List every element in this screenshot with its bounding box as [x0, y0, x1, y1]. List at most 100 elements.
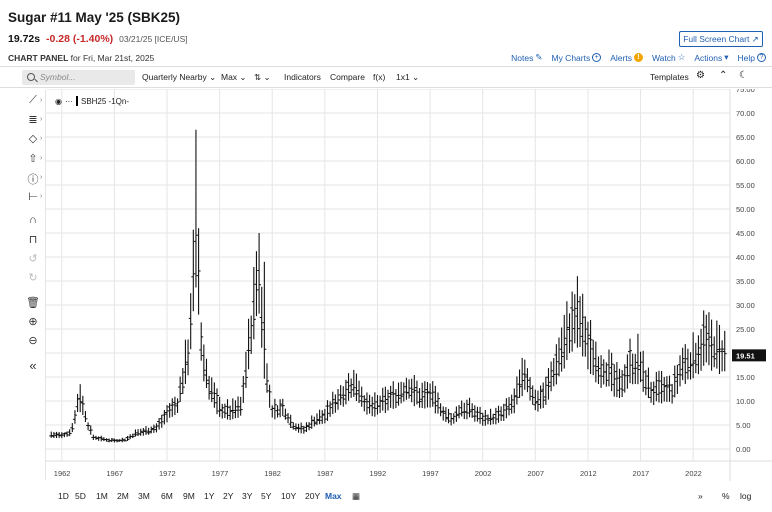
last-price: 19.72s: [8, 33, 41, 45]
percent-toggle[interactable]: %: [722, 491, 730, 501]
x-tick-label: 2017: [633, 469, 650, 478]
range-9m[interactable]: 9M: [183, 491, 195, 501]
bar-type-dropdown[interactable]: ⇅ ⌄: [254, 72, 271, 82]
actions-menu[interactable]: Actions ▾: [694, 52, 728, 63]
alerts-label: Alerts: [610, 52, 632, 63]
aggregation-dropdown[interactable]: Quarterly Nearby ⌄: [142, 72, 217, 82]
quote-meta: 03/21/25 [ICE/US]: [119, 34, 188, 44]
quote-line: 19.72s -0.28 (-1.40%) 03/21/25 [ICE/US]: [8, 33, 188, 45]
range-5y[interactable]: 5Y: [261, 491, 272, 501]
x-tick-label: 1967: [106, 469, 123, 478]
zoom-out-icon[interactable]: ⊖: [28, 335, 38, 347]
help-label: Help: [737, 52, 755, 63]
log-toggle[interactable]: log: [740, 491, 752, 501]
expand-arrow-icon[interactable]: ›: [40, 97, 43, 104]
chart-legend: ◉ ··· SBH25 -1Qn-: [55, 96, 129, 106]
magnet-icon[interactable]: ∩: [29, 214, 37, 226]
range-3m[interactable]: 3M: [138, 491, 150, 501]
y-tick-label: 70.00: [736, 109, 755, 118]
undo-icon[interactable]: ↺: [28, 253, 38, 265]
settings-gear-icon[interactable]: ⚙: [696, 70, 705, 81]
y-tick-label: 55.00: [736, 181, 755, 190]
expand-arrow-icon[interactable]: ›: [40, 116, 43, 123]
expand-arrow-icon[interactable]: ›: [40, 135, 43, 142]
alert-icon: !: [633, 53, 643, 62]
y-tick-label: 65.00: [736, 133, 755, 142]
drawing-tools-sidebar: ⟋ › ≣ › ◇ › ⇧ › ⓘ › ⊢ › ∩ ⊓ ↺ ↻ 🗑 ⊕ ⊖ «: [0, 90, 46, 480]
lock-icon[interactable]: ⊓: [28, 234, 38, 246]
trash-icon[interactable]: 🗑: [26, 297, 40, 309]
expand-arrow-icon[interactable]: ›: [40, 193, 43, 200]
panel-label-bold: CHART PANEL: [8, 53, 69, 63]
expand-arrow-icon[interactable]: ›: [40, 174, 43, 181]
x-tick-label: 1992: [369, 469, 386, 478]
instrument-title: Sugar #11 May '25 (SBK25): [8, 10, 181, 25]
range-max[interactable]: Max: [325, 491, 342, 501]
x-tick-label: 1972: [159, 469, 176, 478]
arrow-up-icon[interactable]: ⇧: [28, 153, 38, 165]
watch-link[interactable]: Watch ☆: [652, 52, 685, 63]
compare-button[interactable]: Compare: [330, 72, 365, 82]
layout-dropdown[interactable]: 1x1 ⌄: [396, 72, 420, 82]
range-5d[interactable]: 5D: [75, 491, 86, 501]
y-tick-label: 0.00: [736, 445, 751, 454]
series-swatch: [75, 96, 78, 106]
my-charts-label: My Charts: [551, 52, 591, 63]
range-1y[interactable]: 1Y: [204, 491, 215, 501]
zoom-in-icon[interactable]: ⊕: [28, 316, 38, 328]
edit-icon: ✎: [535, 52, 543, 62]
range-2m[interactable]: 2M: [117, 491, 129, 501]
chevron-double-down-icon[interactable]: »: [698, 491, 703, 501]
y-tick-label: 15.00: [736, 373, 755, 382]
x-tick-label: 1987: [317, 469, 334, 478]
full-screen-chart-button[interactable]: Full Screen Chart ↗: [679, 31, 763, 47]
theme-toggle-icon[interactable]: ☾: [739, 70, 748, 81]
help-link[interactable]: Help?: [738, 52, 766, 63]
range-10y[interactable]: 10Y: [281, 491, 297, 501]
collapse-up-icon[interactable]: ⌃: [719, 70, 728, 81]
calendar-icon[interactable]: ▦: [352, 491, 361, 501]
range-20y[interactable]: 20Y: [305, 491, 321, 501]
y-tick-label: 5.00: [736, 421, 751, 430]
draw-line-icon[interactable]: ⟋: [29, 94, 37, 106]
legend-menu-icon[interactable]: ···: [64, 96, 73, 106]
x-tick-label: 1977: [212, 469, 229, 478]
actions-label: Actions: [694, 52, 723, 63]
alerts-link[interactable]: Alerts!: [610, 52, 643, 63]
price-chart[interactable]: 0.005.0010.0015.0020.0025.0030.0035.0040…: [46, 89, 772, 483]
last-price-tag: [732, 349, 766, 362]
info-icon[interactable]: ⓘ: [27, 174, 39, 186]
range-1d[interactable]: 1D: [58, 491, 69, 501]
collapse-icon[interactable]: «: [29, 358, 37, 373]
chart-panel-label: CHART PANEL for Fri, Mar 21st, 2025: [8, 53, 154, 63]
x-tick-label: 2012: [580, 469, 597, 478]
indicators-button[interactable]: Indicators: [284, 72, 321, 82]
range-2y[interactable]: 2Y: [223, 491, 234, 501]
text-list-icon[interactable]: ≣: [28, 114, 38, 126]
range-1m[interactable]: 1M: [96, 491, 108, 501]
templates-button[interactable]: Templates: [650, 72, 689, 82]
panel-label-date: for Fri, Mar 21st, 2025: [68, 53, 155, 63]
notes-label: Notes: [511, 52, 534, 63]
redo-icon[interactable]: ↻: [28, 272, 38, 284]
x-tick-label: 1982: [264, 469, 281, 478]
period-dropdown[interactable]: Max ⌄: [221, 72, 247, 82]
y-tick-label: 35.00: [736, 277, 755, 286]
range-6m[interactable]: 6M: [161, 491, 173, 501]
search-placeholder: Symbol...: [40, 72, 76, 82]
chart-toolbar: Symbol... Quarterly Nearby ⌄ Max ⌄ ⇅ ⌄ I…: [0, 66, 772, 88]
y-tick-label: 75.00: [736, 89, 755, 94]
shape-icon[interactable]: ◇: [28, 133, 38, 145]
function-button[interactable]: f(x): [373, 72, 386, 82]
eye-icon[interactable]: ◉: [55, 96, 62, 106]
measure-icon[interactable]: ⊢: [28, 191, 38, 203]
caret-down-icon: ▾: [724, 52, 729, 62]
my-charts-link[interactable]: My Charts +: [551, 52, 602, 63]
expand-arrow-icon[interactable]: ›: [40, 155, 43, 162]
notes-link[interactable]: Notes ✎: [511, 52, 542, 63]
range-3y[interactable]: 3Y: [242, 491, 253, 501]
last-price-label: 19.51: [736, 351, 755, 360]
top-links: Notes ✎ My Charts + Alerts! Watch ☆ Actions…: [511, 52, 766, 63]
symbol-search-input[interactable]: Symbol...: [22, 70, 135, 85]
help-icon: ?: [757, 53, 766, 62]
